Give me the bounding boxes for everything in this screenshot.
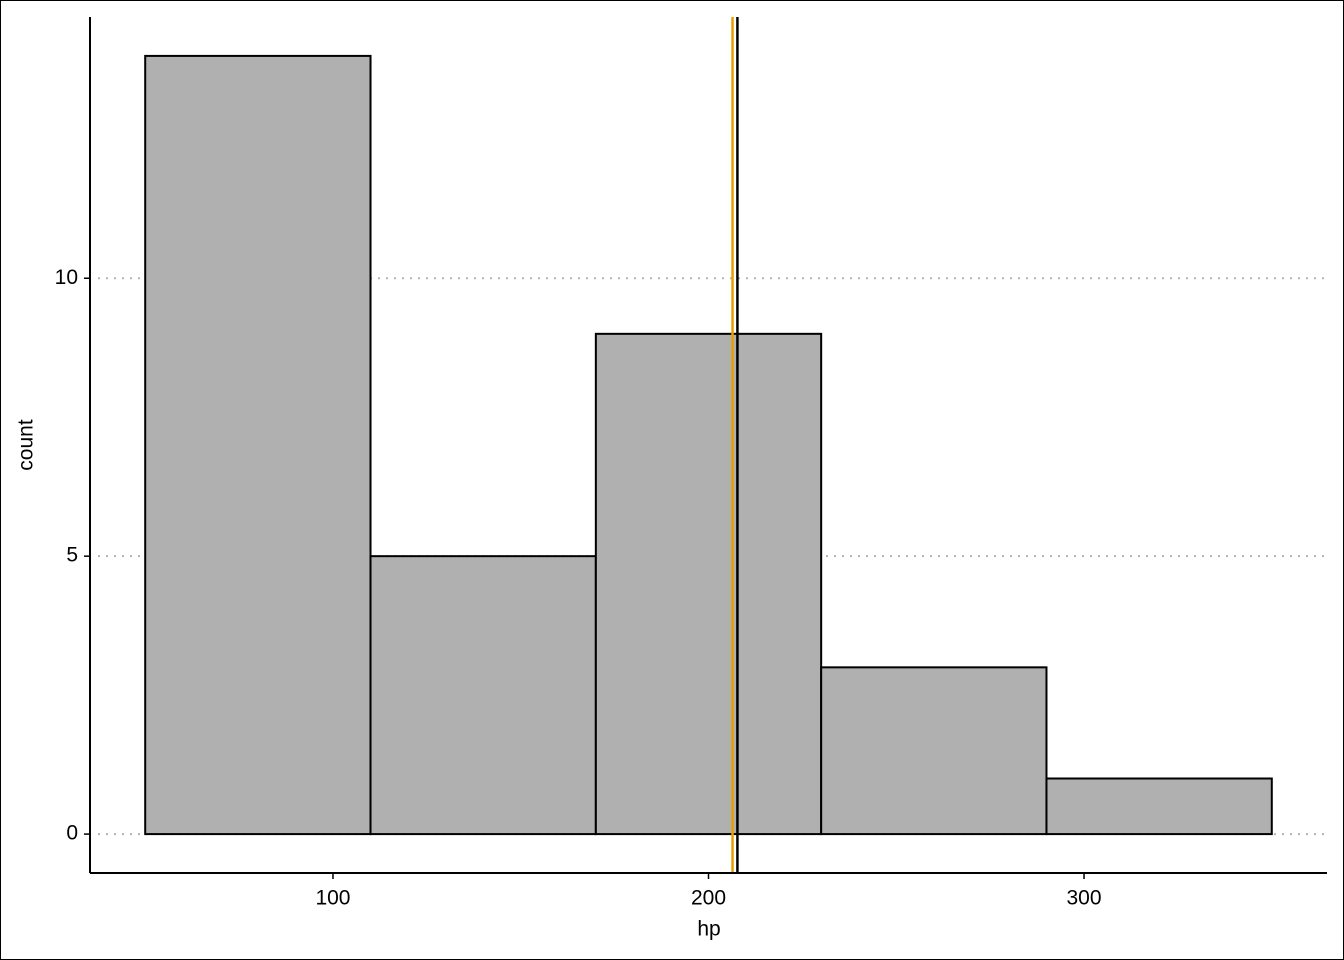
x-tick-label: 100 xyxy=(315,887,350,910)
y-tick-label: 0 xyxy=(66,822,78,845)
bar xyxy=(369,555,597,836)
y-tick-label: 5 xyxy=(66,544,78,567)
y-tick-label: 10 xyxy=(55,266,78,289)
x-tick-label: 200 xyxy=(691,887,726,910)
y-axis-label: count xyxy=(15,419,38,471)
x-tick-label: 300 xyxy=(1067,887,1102,910)
bar xyxy=(1045,777,1273,836)
bar xyxy=(594,332,823,836)
bar xyxy=(144,54,372,836)
x-axis-label: hp xyxy=(697,918,720,941)
bar xyxy=(820,666,1048,836)
